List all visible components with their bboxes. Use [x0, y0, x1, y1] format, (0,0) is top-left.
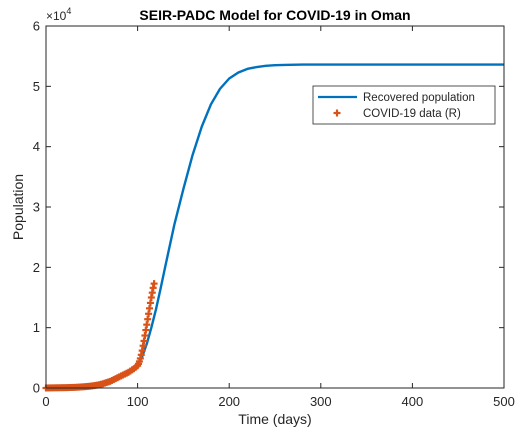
y-tick-label: 5: [33, 79, 40, 94]
y-tick-label: 6: [33, 19, 40, 34]
legend: Recovered population COVID-19 data (R): [312, 85, 496, 125]
data-point-covid-r: [150, 280, 158, 288]
legend-label-covid-data: COVID-19 data (R): [363, 108, 461, 120]
y-tick-label: 4: [33, 139, 40, 154]
x-axis-label: Time (days): [238, 411, 311, 427]
x-tick-label: 0: [42, 394, 49, 409]
axis-ticks: 0 100 200 300 400 500 0 1 2 3 4 5 6: [33, 19, 515, 410]
chart-title: SEIR-PADC Model for COVID-19 in Oman: [139, 7, 410, 23]
x-tick-label: 400: [402, 394, 424, 409]
x-tick-label: 500: [493, 394, 515, 409]
x-tick-label: 300: [310, 394, 332, 409]
y-tick-label: 0: [33, 381, 40, 396]
y-tick-label: 1: [33, 320, 40, 335]
legend-box: [312, 85, 496, 125]
y-axis-label: Population: [10, 174, 26, 240]
x-tick-label: 100: [127, 394, 149, 409]
legend-label-recovered: Recovered population: [363, 92, 475, 104]
y-tick-label: 3: [33, 200, 40, 215]
y-tick-label: 2: [33, 260, 40, 275]
y-axis-multiplier-exponent: 4: [66, 6, 71, 16]
plot-area: [46, 26, 504, 388]
legend-marker-swatch: [333, 109, 341, 117]
legend-marker-plus: [333, 109, 341, 117]
y-axis-multiplier: ×104: [46, 6, 71, 23]
x-tick-label: 200: [218, 394, 240, 409]
y-axis-multiplier-base: ×10: [46, 9, 67, 23]
